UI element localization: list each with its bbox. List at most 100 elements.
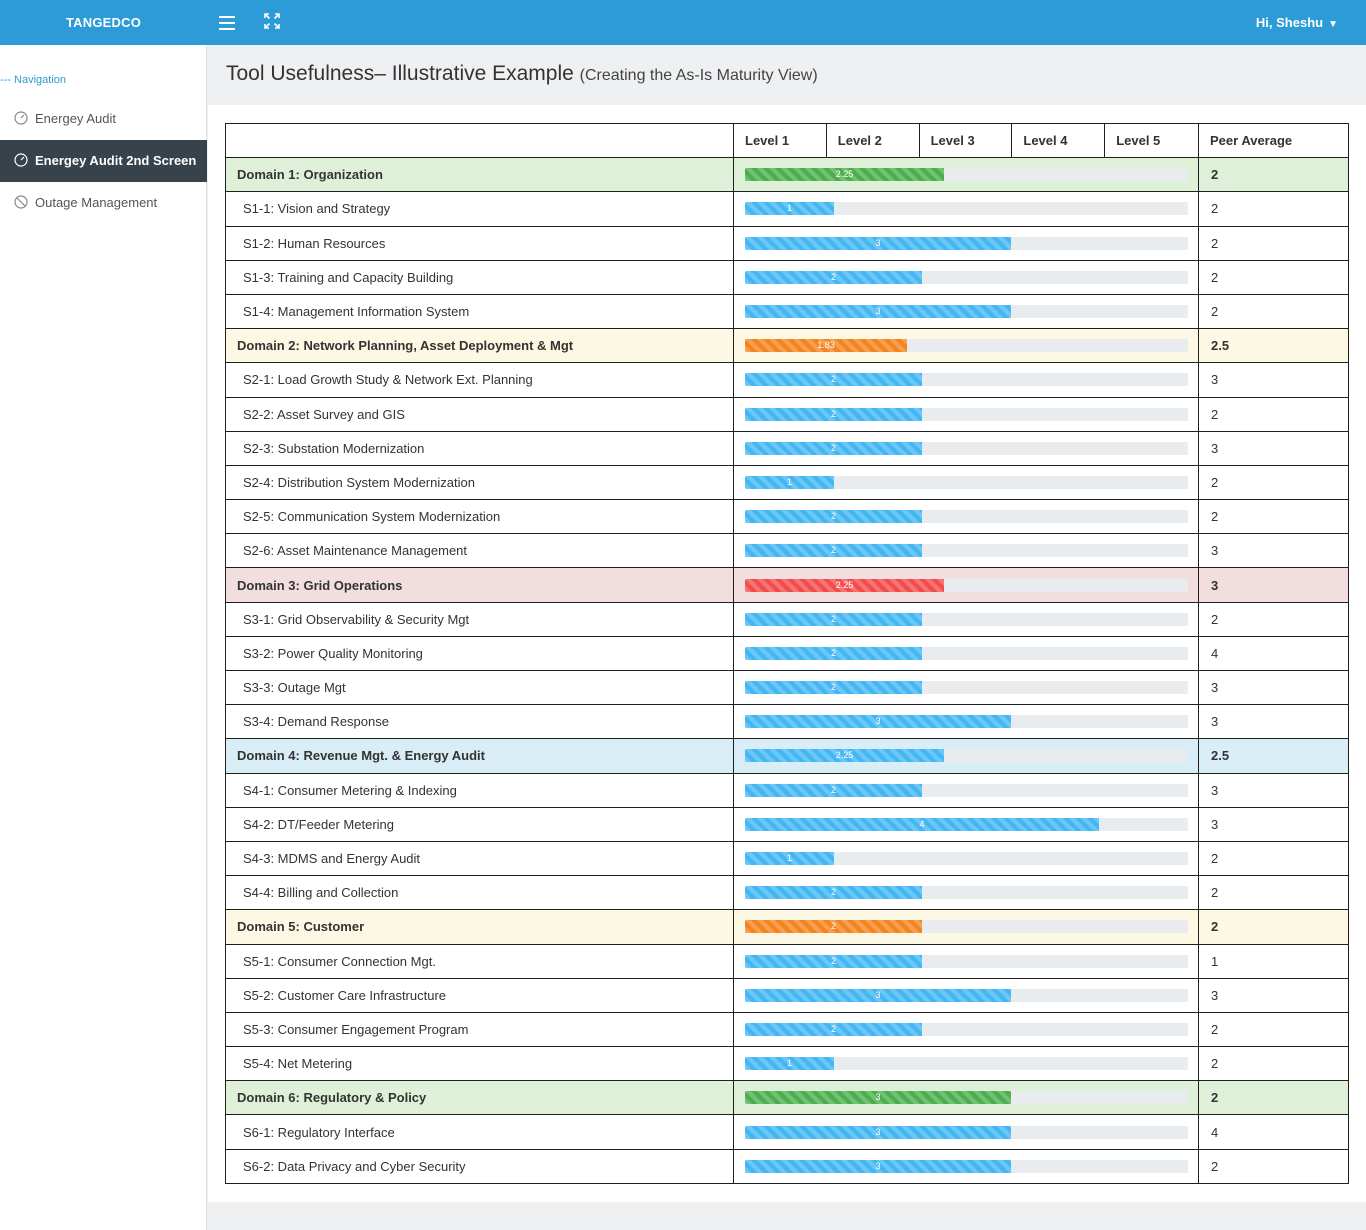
peer-average-header: Peer Average [1198, 122, 1349, 159]
maturity-cell: 2 [733, 875, 1199, 911]
chevron-down-icon: ▼ [1328, 19, 1338, 30]
level-header-2: Level 2 [827, 124, 920, 158]
progress-bar: 2 [745, 783, 922, 797]
table-row: S6-1: Regulatory Interface 3 4 [225, 1114, 1349, 1150]
nav-section-header: --- Navigation [0, 74, 67, 86]
maturity-cell: 2.25 [733, 157, 1199, 193]
maturity-cell: 1.83 [733, 328, 1199, 364]
sub-domain-name: S3-3: Outage Mgt [225, 669, 734, 706]
domain-row: Domain 1: Organization 2.25 2 [225, 157, 1349, 193]
sidebar-item-outage-management[interactable]: Outage Management [0, 182, 207, 224]
sub-domain-name: S6-2: Data Privacy and Cyber Security [225, 1148, 734, 1184]
progress-bar: 2 [745, 270, 922, 284]
table-row: S2-6: Asset Maintenance Management 2 3 [225, 533, 1349, 569]
sidebar-item-energey-audit[interactable]: Energey Audit [0, 98, 207, 140]
sub-domain-name: S6-1: Regulatory Interface [225, 1114, 734, 1150]
name-column-header [225, 122, 734, 159]
maturity-cell: 3 [733, 704, 1199, 740]
progress-bar: 3 [745, 305, 1011, 319]
table-row: S5-2: Customer Care Infrastructure 3 3 [225, 977, 1349, 1013]
domain-row: Domain 6: Regulatory & Policy 3 2 [225, 1080, 1349, 1116]
progress-track: 2.25 [745, 578, 1188, 592]
domain-row: Domain 4: Revenue Mgt. & Energy Audit 2.2… [225, 738, 1349, 774]
main-content: Level 1 Level 2 Level 3 Level 4 Level 5 Peer… [208, 105, 1366, 1202]
expand-icon[interactable] [264, 13, 280, 29]
progress-bar: 1 [745, 852, 834, 866]
progress-bar: 1.83 [745, 339, 907, 353]
progress-bar: 2 [745, 646, 922, 660]
progress-track: 3 [745, 988, 1188, 1002]
peer-average-value: 2 [1198, 875, 1349, 911]
peer-average-value: 3 [1198, 533, 1349, 569]
level-header-3: Level 3 [920, 124, 1013, 158]
progress-track: 2 [745, 954, 1188, 968]
sub-domain-name: S5-1: Consumer Connection Mgt. [225, 943, 734, 979]
progress-track: 1 [745, 202, 1188, 216]
table-row: S3-1: Grid Observability & Security Mgt 2… [225, 601, 1349, 637]
progress-track: 2 [745, 441, 1188, 455]
table-row: S2-2: Asset Survey and GIS 2 2 [225, 396, 1349, 432]
progress-bar: 1 [745, 475, 834, 489]
maturity-cell: 2 [733, 396, 1199, 432]
progress-track: 3 [745, 1125, 1188, 1139]
table-row: S3-4: Demand Response 3 3 [225, 704, 1349, 740]
progress-track: 3 [745, 236, 1188, 250]
maturity-cell: 3 [733, 977, 1199, 1013]
table-row: S3-2: Power Quality Monitoring 2 4 [225, 635, 1349, 672]
sub-domain-name: S2-3: Substation Modernization [225, 430, 734, 466]
sidebar-item-energey-audit-2nd-screen[interactable]: Energey Audit 2nd Screen [0, 140, 207, 182]
page-title-text: Tool Usefulness– Illustrative Example [226, 62, 574, 85]
brand-logo[interactable]: TANGEDCO [65, 15, 142, 30]
progress-track: 2 [745, 1022, 1188, 1036]
user-menu[interactable]: Hi, Sheshu ▼ [1256, 0, 1338, 45]
progress-bar: 2 [745, 510, 922, 524]
sub-domain-name: S1-1: Vision and Strategy [225, 191, 734, 227]
domain-name: Domain 5: Customer [225, 909, 734, 945]
sidebar-item-label: Outage Management [35, 195, 158, 210]
maturity-cell: 1 [733, 840, 1199, 877]
dashboard-icon [14, 100, 28, 125]
sub-domain-name: S2-6: Asset Maintenance Management [225, 533, 734, 569]
table-row: S4-1: Consumer Metering & Indexing 2 3 [225, 772, 1349, 808]
domain-name: Domain 3: Grid Operations [225, 567, 734, 603]
maturity-cell: 2.25 [733, 567, 1199, 603]
table-row: S5-3: Consumer Engagement Program 2 2 [225, 1011, 1349, 1048]
table-row: S2-4: Distribution System Modernization 1… [225, 464, 1349, 501]
progress-bar: 2.25 [745, 168, 944, 182]
progress-track: 1 [745, 1057, 1188, 1071]
page-header: Tool Usefulness– Illustrative Example (C… [208, 45, 1366, 105]
peer-average-value: 2 [1198, 225, 1349, 261]
table-row: S6-2: Data Privacy and Cyber Security 3 2 [225, 1148, 1349, 1184]
maturity-cell: 3 [733, 1114, 1199, 1150]
domain-name: Domain 1: Organization [225, 157, 734, 193]
table-row: S1-3: Training and Capacity Building 2 2 [225, 259, 1349, 295]
hamburger-icon[interactable] [219, 16, 235, 30]
domain-row: Domain 3: Grid Operations 2.25 3 [225, 567, 1349, 603]
sub-domain-name: S2-2: Asset Survey and GIS [225, 396, 734, 432]
maturity-cell: 2.25 [733, 738, 1199, 774]
progress-bar: 2 [745, 681, 922, 695]
peer-average-value: 4 [1198, 1114, 1349, 1150]
sub-domain-name: S5-3: Consumer Engagement Program [225, 1011, 734, 1048]
peer-average-value: 2 [1198, 293, 1349, 330]
sub-domain-name: S4-2: DT/Feeder Metering [225, 806, 734, 842]
maturity-cell: 1 [733, 191, 1199, 227]
progress-track: 3 [745, 1091, 1188, 1105]
progress-bar: 3 [745, 1125, 1011, 1139]
progress-bar: 3 [745, 988, 1011, 1002]
table-row: S2-1: Load Growth Study & Network Ext. P… [225, 362, 1349, 398]
peer-average-value: 2.5 [1198, 738, 1349, 774]
peer-average-value: 4 [1198, 635, 1349, 672]
sub-domain-name: S1-4: Management Information System [225, 293, 734, 330]
progress-bar: 2 [745, 544, 922, 558]
peer-average-value: 2 [1198, 601, 1349, 637]
sub-domain-name: S4-4: Billing and Collection [225, 875, 734, 911]
progress-track: 3 [745, 305, 1188, 319]
table-row: S4-2: DT/Feeder Metering 4 3 [225, 806, 1349, 842]
progress-bar: 2 [745, 407, 922, 421]
progress-track: 1 [745, 475, 1188, 489]
maturity-cell: 3 [733, 1080, 1199, 1116]
table-row: S1-1: Vision and Strategy 1 2 [225, 191, 1349, 227]
domain-name: Domain 4: Revenue Mgt. & Energy Audit [225, 738, 734, 774]
sidebar: --- Navigation Energey Audit Energey Aud… [0, 45, 207, 1230]
